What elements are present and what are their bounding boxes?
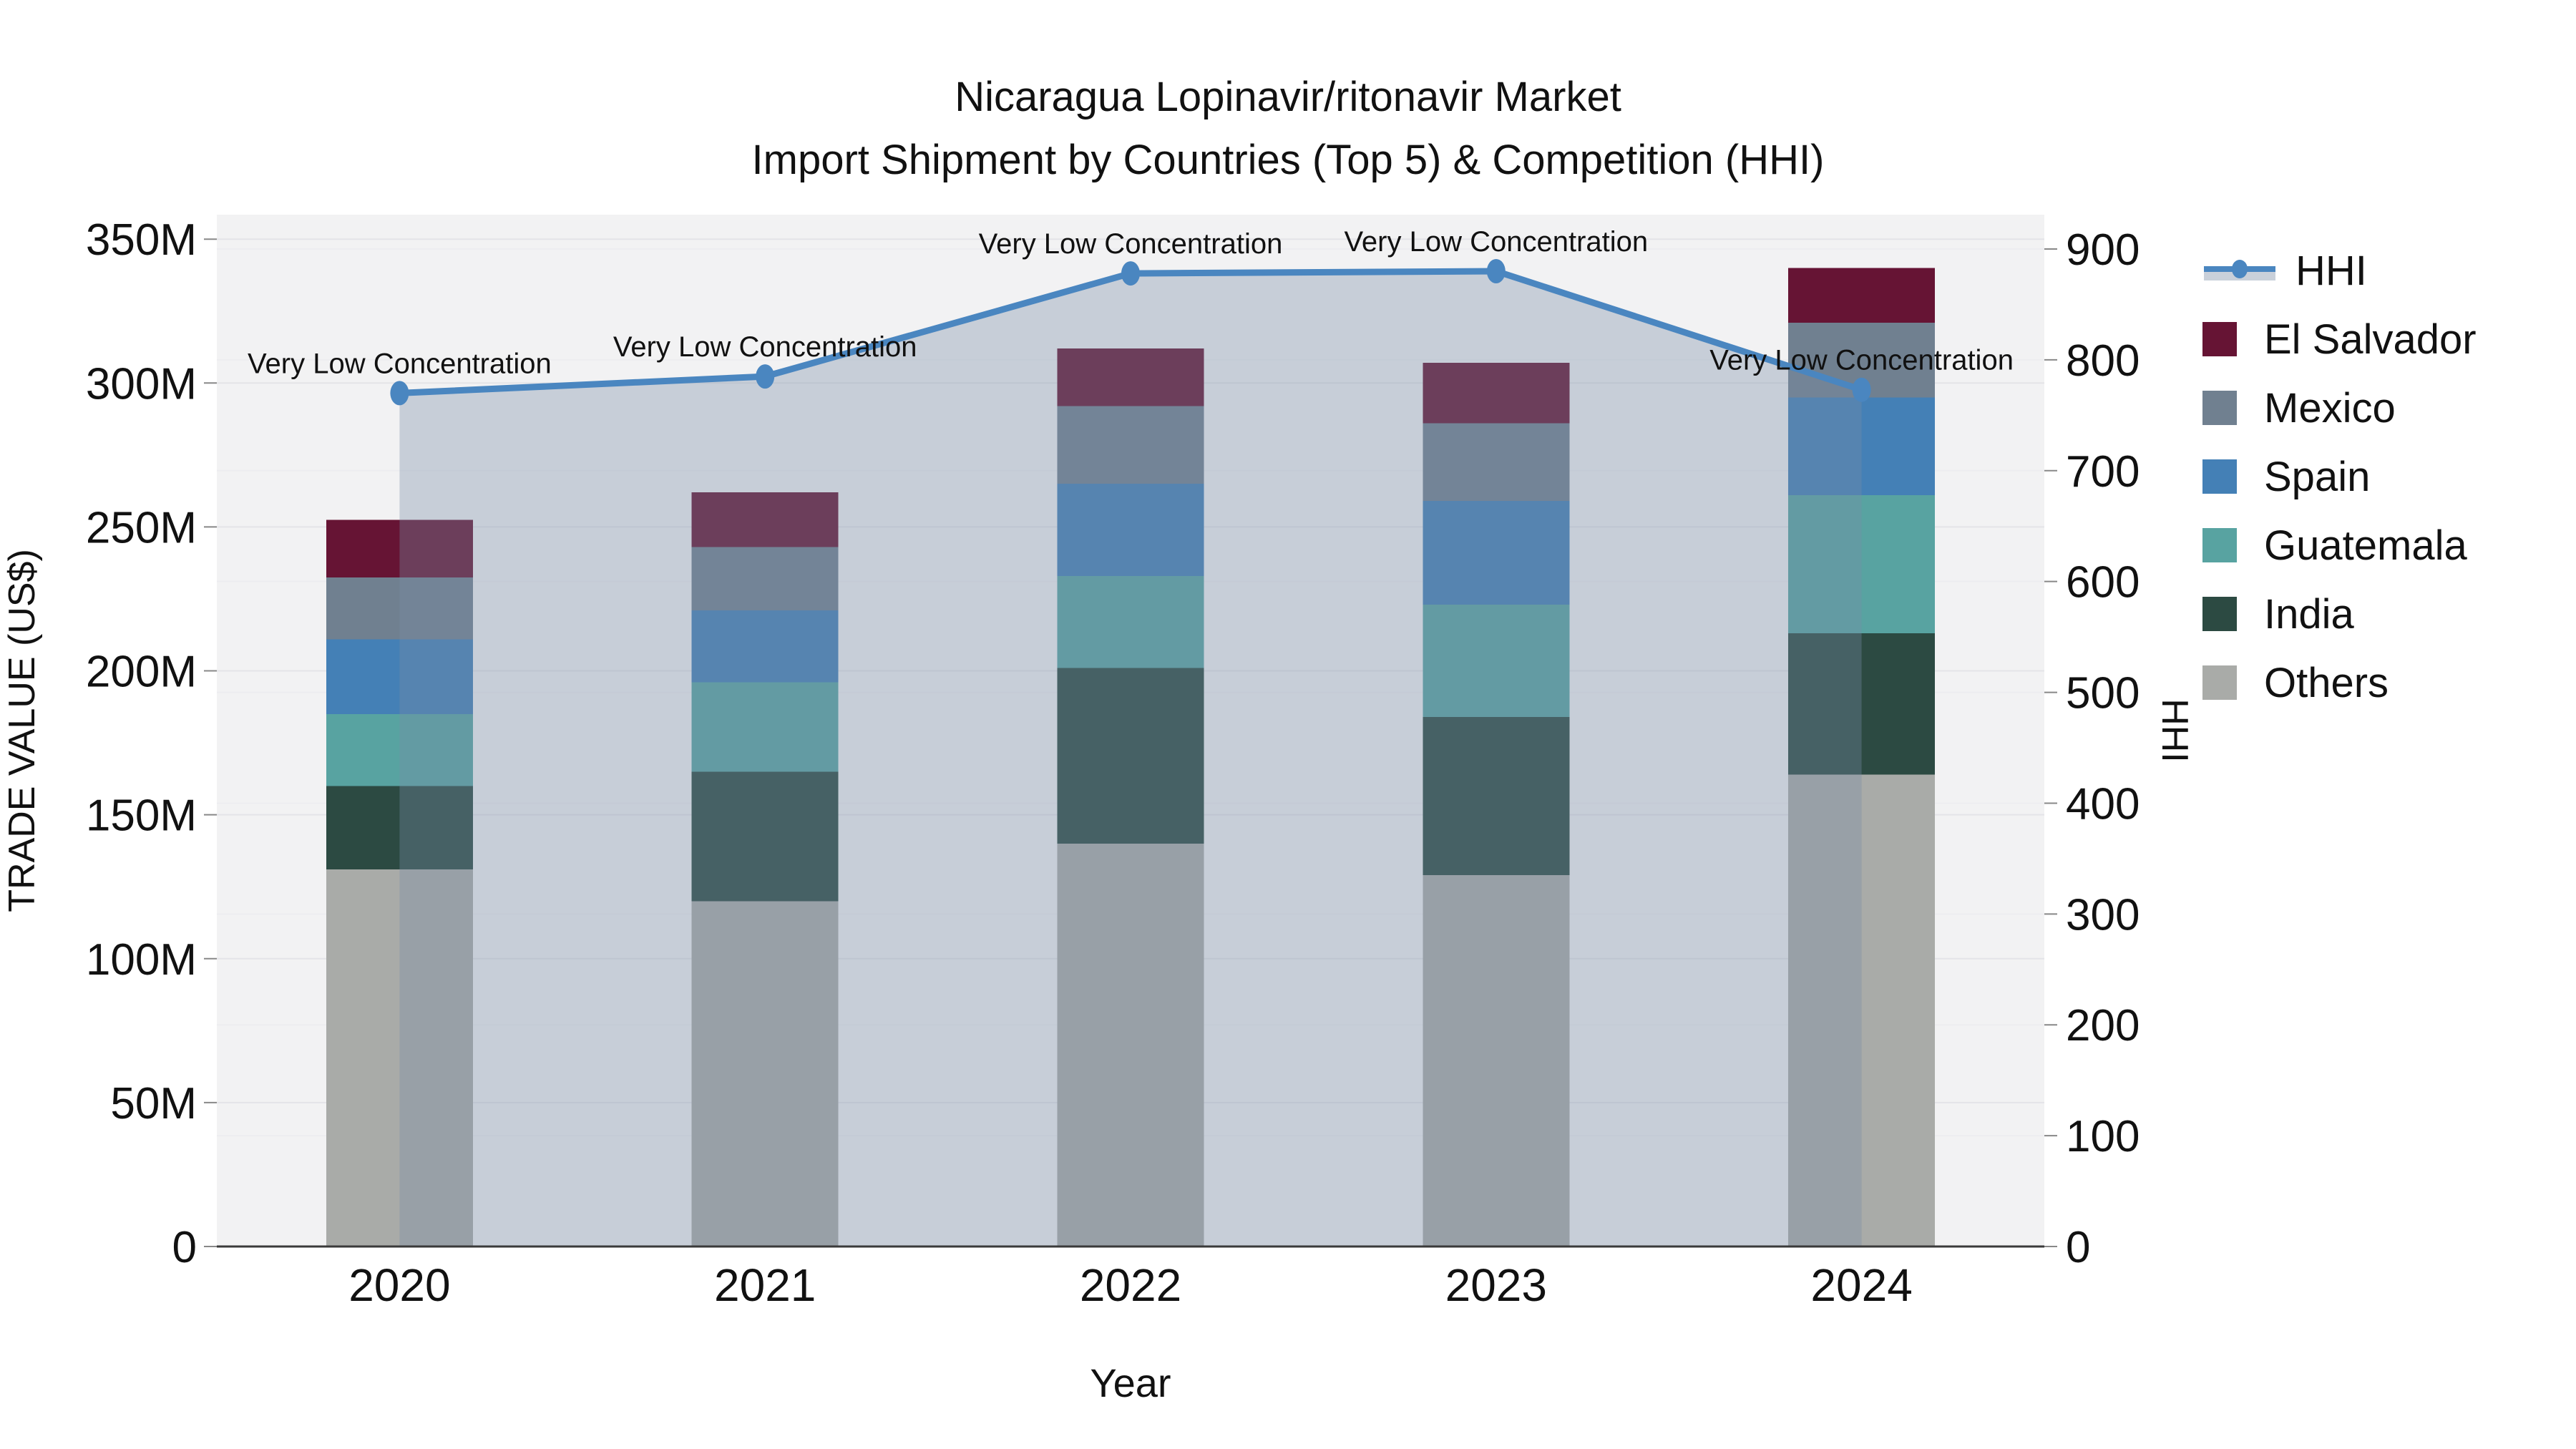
- right-tick-label: 300: [2066, 890, 2140, 940]
- right-tick-label: 100: [2066, 1112, 2140, 1161]
- bar-segment-guatemala-2023: [1423, 605, 1570, 717]
- legend-label: Spain: [2264, 453, 2371, 500]
- right-tick-label: 200: [2066, 1001, 2140, 1050]
- x-tick-label-2021: 2021: [714, 1259, 816, 1311]
- legend-swatch-guatemala: [2202, 528, 2237, 562]
- chart-title-line2: Import Shipment by Countries (Top 5) & C…: [751, 137, 1825, 183]
- bar-segment-others-2024: [1788, 774, 1936, 1246]
- left-tick-label: 0: [172, 1223, 197, 1272]
- legend-label: Mexico: [2264, 384, 2396, 431]
- bar-segment-india-2022: [1057, 668, 1204, 844]
- bar-segment-others-2021: [691, 901, 839, 1246]
- legend: HHI El Salvador Mexico Spain Guatemala India O…: [2202, 236, 2477, 717]
- legend-swatch-mexico: [2202, 391, 2237, 425]
- bar-segment-el-salvador-2020: [326, 519, 473, 577]
- hhi-annotation-2022: Very Low Concentration: [979, 228, 1283, 260]
- bar-segment-others-2023: [1423, 875, 1570, 1246]
- bar-segment-others-2022: [1057, 843, 1204, 1246]
- bar-segment-guatemala-2022: [1057, 575, 1204, 668]
- right-tick-label: 600: [2066, 558, 2140, 608]
- legend-swatch-spain: [2202, 459, 2237, 494]
- bar-segment-spain-2024: [1788, 397, 1936, 496]
- chart-title-line1: Nicaragua Lopinavir/ritonavir Market: [955, 74, 1621, 120]
- legend-label: Others: [2264, 659, 2389, 706]
- hhi-marker-2020: [390, 381, 409, 406]
- hhi-annotation-2023: Very Low Concentration: [1344, 226, 1648, 258]
- bar-segment-el-salvador-2021: [691, 492, 839, 547]
- x-tick-label-2020: 2020: [348, 1259, 450, 1311]
- bar-segment-el-salvador-2023: [1423, 363, 1570, 424]
- bar-segment-india-2021: [691, 771, 839, 902]
- legend-swatch-india: [2202, 597, 2237, 631]
- bar-segment-india-2023: [1423, 716, 1570, 876]
- hhi-marker-2024: [1852, 377, 1871, 402]
- left-tick-label: 300M: [86, 359, 197, 409]
- hhi-marker-2021: [756, 364, 775, 389]
- bar-segment-mexico-2021: [691, 547, 839, 611]
- left-tick-label: 100M: [86, 935, 197, 985]
- legend-item-el-salvador: El Salvador: [2202, 305, 2477, 374]
- right-tick-label: 0: [2066, 1223, 2090, 1272]
- legend-label: Guatemala: [2264, 522, 2467, 569]
- bar-segment-spain-2023: [1423, 501, 1570, 605]
- right-tick-label: 700: [2066, 447, 2140, 497]
- legend-item-guatemala: Guatemala: [2202, 511, 2477, 580]
- left-tick-label: 200M: [86, 648, 197, 697]
- bar-segment-others-2020: [326, 869, 473, 1246]
- bar-segment-mexico-2022: [1057, 406, 1204, 484]
- legend-item-hhi: HHI: [2202, 236, 2477, 305]
- bar-segment-mexico-2020: [326, 577, 473, 640]
- legend-label: HHI: [2296, 247, 2367, 294]
- legend-item-mexico: Mexico: [2202, 374, 2477, 442]
- legend-label: El Salvador: [2264, 316, 2477, 363]
- legend-item-others: Others: [2202, 648, 2477, 717]
- hhi-annotation-2020: Very Low Concentration: [248, 348, 552, 379]
- left-tick-label: 50M: [110, 1079, 197, 1128]
- x-tick-label-2023: 2023: [1445, 1259, 1547, 1311]
- legend-swatch-el-salvador: [2202, 322, 2237, 356]
- legend-swatch-others: [2202, 665, 2237, 700]
- bar-segment-el-salvador-2024: [1788, 268, 1936, 323]
- y-axis-title-left: TRADE VALUE (US$): [1, 549, 43, 912]
- right-tick-label: 500: [2066, 669, 2140, 718]
- y-axis-title-right: HHI: [2154, 698, 2195, 763]
- left-tick-label: 150M: [86, 791, 197, 841]
- right-tick-label: 900: [2066, 225, 2140, 275]
- hhi-marker-2023: [1486, 258, 1506, 283]
- bar-segment-mexico-2023: [1423, 423, 1570, 502]
- x-tick-label-2022: 2022: [1080, 1259, 1181, 1311]
- bar-segment-india-2024: [1788, 633, 1936, 775]
- hhi-marker-2022: [1121, 261, 1140, 286]
- x-axis-title: Year: [1090, 1360, 1171, 1405]
- legend-item-india: India: [2202, 580, 2477, 648]
- bar-segment-spain-2022: [1057, 484, 1204, 576]
- left-tick-label: 350M: [86, 215, 197, 265]
- bar-segment-guatemala-2021: [691, 682, 839, 772]
- page-title: Nicaragua Lopinavir/ritonavir Market Imp…: [0, 66, 2576, 192]
- x-tick-label-2024: 2024: [1810, 1259, 1912, 1311]
- bar-segment-guatemala-2024: [1788, 495, 1936, 634]
- hhi-annotation-2024: Very Low Concentration: [1709, 345, 2014, 376]
- hhi-line-icon: [2204, 260, 2275, 280]
- left-tick-label: 250M: [86, 503, 197, 552]
- bar-segment-india-2020: [326, 786, 473, 870]
- hhi-annotation-2021: Very Low Concentration: [613, 331, 917, 363]
- bar-segment-guatemala-2020: [326, 713, 473, 786]
- bar-segment-el-salvador-2022: [1057, 348, 1204, 406]
- bar-segment-spain-2020: [326, 639, 473, 714]
- right-tick-label: 800: [2066, 336, 2140, 386]
- right-tick-label: 400: [2066, 779, 2140, 829]
- bar-segment-spain-2021: [691, 610, 839, 683]
- legend-label: India: [2264, 590, 2354, 638]
- hhi-area-fill: [399, 270, 1862, 1247]
- legend-item-spain: Spain: [2202, 442, 2477, 511]
